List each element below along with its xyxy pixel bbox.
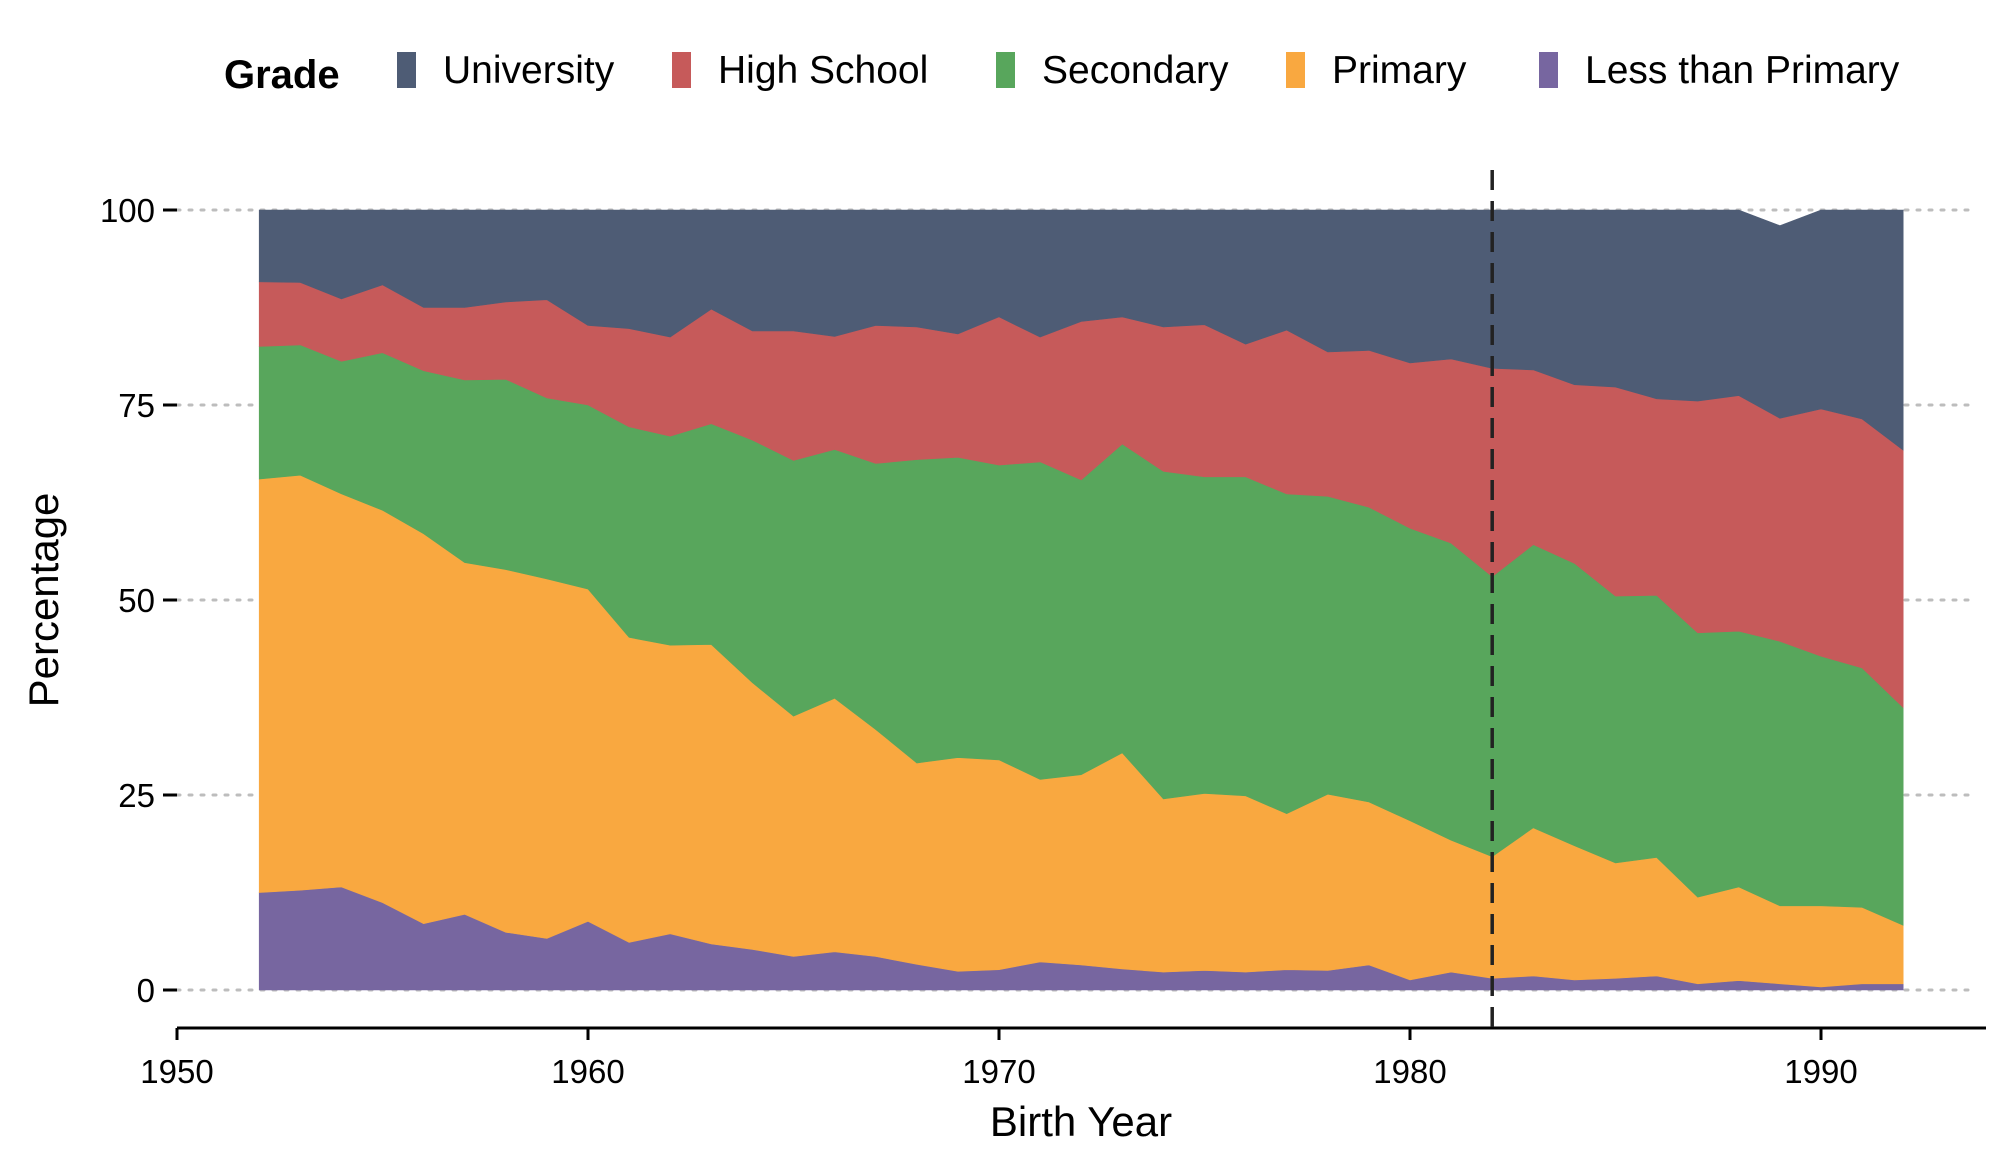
x-tick-label-1970: 1970 — [962, 1053, 1035, 1090]
legend-label-secondary: Secondary — [1042, 49, 1229, 92]
legend-key-primary — [1286, 52, 1305, 88]
y-tick-label-0: 0 — [137, 972, 155, 1009]
y-tick-label-75: 75 — [118, 387, 155, 424]
legend-label-high-school: High School — [718, 49, 928, 92]
areas — [258, 209, 1904, 991]
legend-key-less-than-primary — [1539, 52, 1558, 88]
axes: 1950 1960 1970 1980 1990 0 25 50 75 100 — [100, 192, 1986, 1090]
x-tick-label-1980: 1980 — [1373, 1053, 1446, 1090]
x-axis-label: Birth Year — [990, 1098, 1172, 1145]
legend: Grade University High School Secondary Prim… — [224, 49, 1900, 97]
x-tick-label-1990: 1990 — [1784, 1053, 1857, 1090]
legend-key-high-school — [672, 52, 691, 88]
legend-title: Grade — [224, 53, 340, 97]
x-tick-label-1960: 1960 — [551, 1053, 624, 1090]
y-axis-label: Percentage — [20, 493, 67, 708]
x-tick-label-1950: 1950 — [140, 1053, 213, 1090]
y-tick-label-50: 50 — [118, 582, 155, 619]
legend-key-secondary — [996, 52, 1015, 88]
legend-label-less-than-primary: Less than Primary — [1585, 49, 1900, 92]
legend-label-university: University — [443, 49, 615, 92]
legend-key-university — [397, 52, 416, 88]
legend-label-primary: Primary — [1332, 49, 1467, 92]
y-tick-label-100: 100 — [100, 192, 155, 229]
y-tick-label-25: 25 — [118, 777, 155, 814]
